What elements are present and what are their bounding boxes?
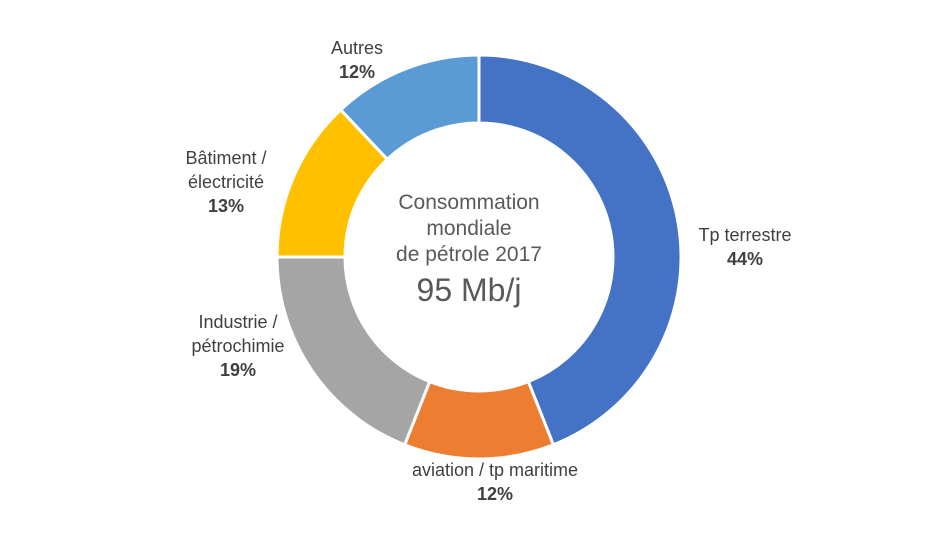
donut-slice-1 <box>402 379 556 461</box>
data-label-aviation: aviation / tp maritime 12% <box>412 458 578 506</box>
slice-name: Industrie / <box>198 312 278 332</box>
slice-percent: 12% <box>476 484 514 504</box>
slice-name: Tp terrestre <box>698 225 792 245</box>
center-value: 95 Mb/j <box>416 272 522 308</box>
data-label-batiment: Bâtiment / électricité 13% <box>185 146 266 218</box>
slice-percent: 19% <box>219 360 257 380</box>
slice-name: Autres <box>330 38 384 58</box>
slice-name: Bâtiment / <box>185 148 267 168</box>
data-label-tp-terrestre: Tp terrestre 44% <box>698 223 791 271</box>
slice-name: pétrochimie <box>191 336 285 356</box>
slice-name: aviation / tp maritime <box>411 460 579 480</box>
donut-slice-4 <box>338 53 481 162</box>
slice-percent: 44% <box>726 249 764 269</box>
center-title-line: Consommation <box>398 191 540 214</box>
center-title-line: de pétrole 2017 <box>396 243 542 266</box>
center-title-line: mondiale <box>426 217 512 240</box>
data-label-autres: Autres 12% <box>331 36 383 84</box>
data-label-industrie: Industrie / pétrochimie 19% <box>191 310 284 382</box>
slice-percent: 12% <box>338 62 376 82</box>
donut-slice-0 <box>477 53 683 447</box>
slice-percent: 13% <box>207 196 245 216</box>
center-label: Consommation mondiale de pétrole 2017 95… <box>396 190 542 312</box>
slice-name: électricité <box>187 172 265 192</box>
